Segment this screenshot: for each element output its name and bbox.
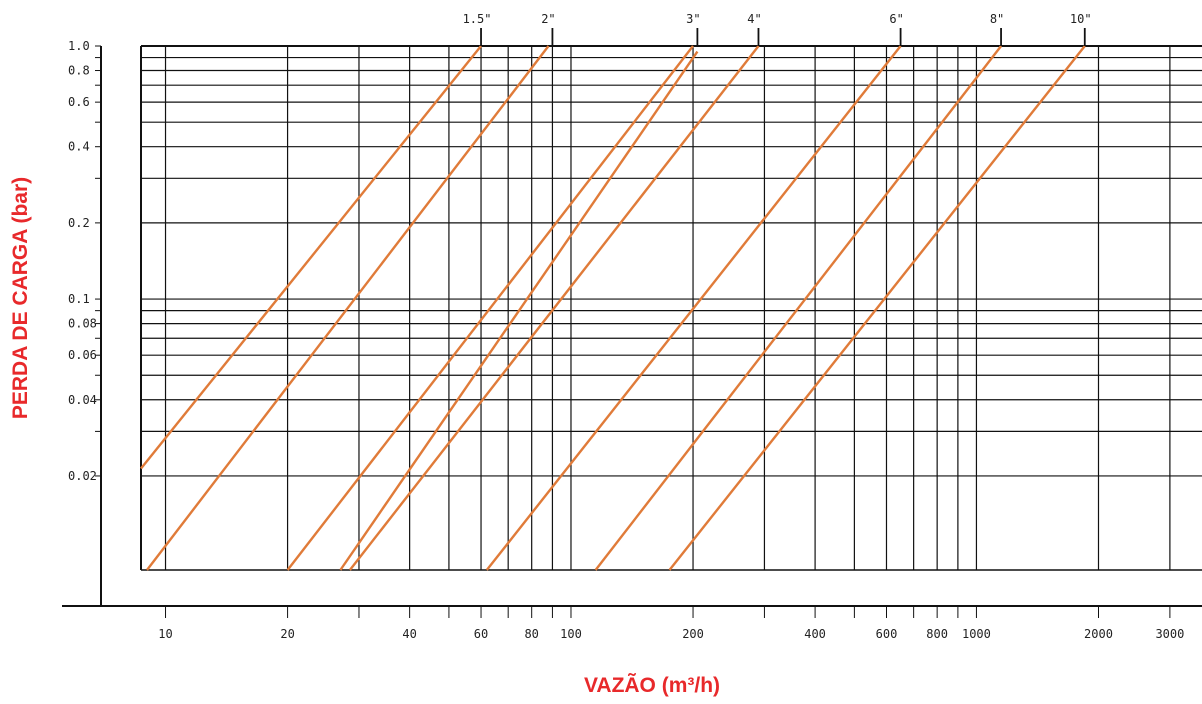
series-line <box>348 45 760 571</box>
size-label: 1.5" <box>463 12 492 26</box>
series-line <box>594 45 1003 571</box>
x-tick-label: 60 <box>474 627 488 641</box>
x-tick-label: 800 <box>926 627 948 641</box>
series-line <box>286 45 694 571</box>
size-label: 4" <box>747 12 761 26</box>
y-tick-label: 0.06 <box>68 348 97 362</box>
series-line <box>485 45 902 571</box>
x-tick-label: 400 <box>804 627 826 641</box>
size-label: 8" <box>990 12 1004 26</box>
size-labels: 1.5" 2" 3" 4" 6" 8" 10" <box>463 12 1092 46</box>
size-label: 6" <box>889 12 903 26</box>
size-label: 10" <box>1070 12 1092 26</box>
y-tick-label: 0.02 <box>68 469 97 483</box>
x-tick-label: 10 <box>158 627 172 641</box>
series-line <box>339 50 699 571</box>
y-tick-label: 0.04 <box>68 393 97 407</box>
y-tick-label: 0.6 <box>68 95 90 109</box>
x-tick-label: 200 <box>682 627 704 641</box>
y-tick-label: 1.0 <box>68 39 90 53</box>
y-tick-label: 0.1 <box>68 292 90 306</box>
series-lines <box>140 45 1086 571</box>
y-tick-label: 0.08 <box>68 317 97 331</box>
size-label: 3" <box>686 12 700 26</box>
y-tick-label: 0.8 <box>68 64 90 78</box>
x-tick-label: 1000 <box>962 627 991 641</box>
x-tick-label: 40 <box>402 627 416 641</box>
x-tick-label: 100 <box>560 627 582 641</box>
series-line <box>140 45 482 470</box>
series-line <box>146 45 550 571</box>
x-tick-label: 3000 <box>1155 627 1184 641</box>
series-line <box>668 45 1086 571</box>
x-tick-label: 600 <box>876 627 898 641</box>
size-label: 2" <box>541 12 555 26</box>
x-axis-title: VAZÃO (m³/h) <box>584 674 720 697</box>
grid <box>140 45 1202 571</box>
x-tick-label: 80 <box>524 627 538 641</box>
y-tick-label: 0.2 <box>68 216 90 230</box>
y-axis-title: PERDA DE CARGA (bar) <box>9 177 32 419</box>
axes: 1.0 0.8 0.6 0.4 0.2 0.1 0.08 0.06 0.04 0.02 10 20 40… <box>62 39 1202 641</box>
y-tick-label: 0.4 <box>68 140 90 154</box>
x-tick-label: 20 <box>280 627 294 641</box>
x-tick-label: 2000 <box>1084 627 1113 641</box>
